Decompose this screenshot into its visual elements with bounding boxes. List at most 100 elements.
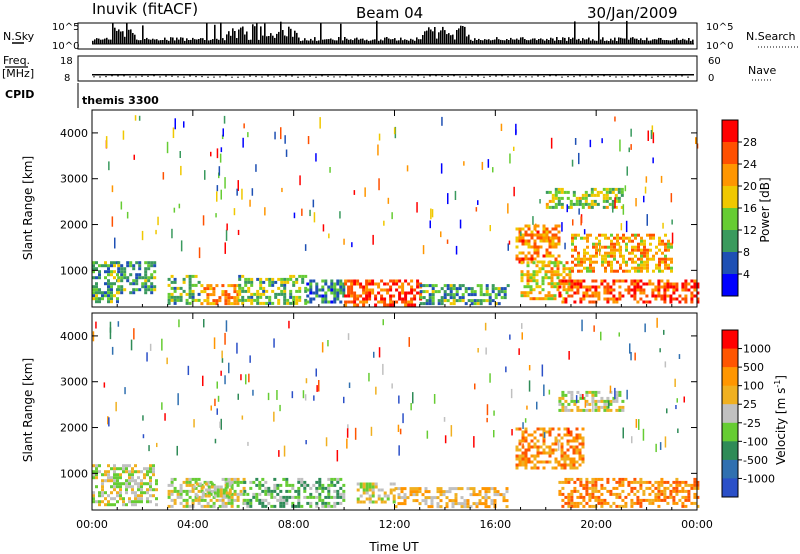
velocity-panel: 1000 2000 3000 4000 00:00 04:00 08:00 12:00 16:…	[21, 312, 788, 554]
velocity-colorbar-segment	[722, 422, 738, 442]
power-feature-5	[306, 279, 346, 304]
nsky-label: N.Sky	[3, 30, 35, 43]
power-colorbar-label: 28	[743, 136, 757, 149]
velocity-feature-4	[356, 482, 396, 504]
power-colorbar-label: 8	[743, 246, 750, 259]
velocity-feature-2	[192, 482, 232, 498]
power-colorbar-label: 12	[743, 224, 757, 237]
cpid-value: themis 3300	[82, 94, 159, 107]
velocity-cbar-label-end: ]	[774, 375, 788, 380]
velocity-colorbar-label: 1000	[743, 343, 771, 356]
power-colorbar-segment	[722, 274, 738, 297]
power-feature-11	[571, 233, 673, 273]
power-feature-7	[419, 284, 510, 306]
power-panel: 1000 2000 3000 4000 Slant Range [km] 4 8 12 16…	[21, 109, 772, 308]
nave-label: Nave	[748, 64, 776, 77]
beam-title: Beam 04	[356, 4, 423, 22]
power-colorbar-segment	[722, 186, 738, 209]
velocity-colorbar-segment	[722, 330, 738, 350]
nsearch-label: N.Search	[746, 30, 796, 43]
nsearch-tick-bottom: 10^0	[706, 41, 733, 52]
velocity-colorbar-segment	[722, 459, 738, 479]
power-ytick-label: 2000	[60, 219, 88, 232]
power-ytick-label: 4000	[60, 127, 88, 140]
freq-tick-top: 18	[60, 56, 73, 67]
nsky-tick-top: 10^5	[52, 22, 79, 33]
power-ytick-label: 3000	[60, 173, 88, 186]
time-tick-label: 20:00	[580, 518, 612, 531]
nave-tick-top: 60	[708, 56, 721, 67]
time-tick-label: 08:00	[278, 518, 310, 531]
time-axis-label: Time UT	[368, 540, 419, 554]
cpid-label: CPID	[5, 88, 34, 101]
freq-dots	[93, 75, 689, 78]
freq-tick-bottom: 8	[64, 73, 70, 84]
power-colorbar-segment	[722, 164, 738, 187]
freq-unit: [MHz]	[2, 67, 34, 80]
power-ylabel: Slant Range [km]	[21, 156, 35, 260]
velocity-ytick-label: 2000	[60, 422, 88, 435]
power-feature-8	[515, 224, 561, 264]
velocity-colorbar-label: -25	[743, 417, 761, 430]
time-tick-label: 00:00	[76, 518, 108, 531]
velocity-colorbar-label: 500	[743, 361, 764, 374]
nsearch-tick-top: 10^5	[706, 22, 733, 33]
power-colorbar-label: 20	[743, 180, 757, 193]
date-title: 30/Jan/2009	[587, 4, 678, 22]
freq-panel: Freq. [MHz] 18 8 Nave 60 0	[2, 54, 776, 84]
power-colorbar-segment	[722, 230, 738, 253]
power-colorbar-segment	[722, 120, 738, 143]
nsky-tick-bottom: 10^0	[52, 41, 79, 52]
velocity-colorbar-segment	[722, 348, 738, 368]
power-colorbar-segment	[722, 208, 738, 231]
power-feature-4	[238, 274, 308, 305]
velocity-colorbar-segment	[722, 441, 738, 461]
velocity-feature-5	[394, 487, 509, 509]
velocity-colorbar-segment	[722, 385, 738, 405]
velocity-feature-7	[558, 477, 700, 508]
time-tick-label: 16:00	[479, 518, 511, 531]
velocity-cbar-label-sup: -1	[773, 380, 782, 388]
time-tick-label: 00:00	[681, 518, 713, 531]
power-colorbar-label: 24	[743, 158, 757, 171]
velocity-colorbar-label: -1000	[743, 472, 775, 485]
power-feature-2	[167, 274, 201, 305]
power-feature-12	[545, 187, 624, 209]
velocity-ylabel: Slant Range [km]	[21, 358, 35, 462]
power-scatter-echoes	[105, 115, 699, 259]
velocity-colorbar-label: 25	[743, 398, 757, 411]
velocity-cbar-label: Velocity [m s-1]	[773, 375, 788, 465]
power-colorbar-segment	[722, 252, 738, 275]
nave-tick-bottom: 0	[708, 73, 714, 84]
power-colorbar-label: 16	[743, 202, 757, 215]
velocity-colorbar-segment	[722, 404, 738, 424]
nsky-panel: N.Sky 10^5 10^0 N.Search 10^5 10^0	[3, 20, 798, 52]
cpid-panel: CPID themis 3300	[5, 83, 159, 108]
power-feature-1	[117, 261, 157, 295]
power-cbar-label: Power [dB]	[758, 177, 772, 242]
velocity-cbar-label-main: Velocity [m s	[774, 388, 788, 465]
velocity-feature-6	[515, 427, 585, 470]
power-feature-0	[92, 261, 119, 304]
power-feature-9	[520, 261, 572, 301]
time-tick-label: 12:00	[379, 518, 411, 531]
power-feature-6	[344, 279, 423, 307]
velocity-scatter-echoes	[92, 317, 685, 462]
velocity-colorbar-label: 100	[743, 380, 764, 393]
velocity-colorbar-label: -500	[743, 454, 768, 467]
power-feature-3	[200, 284, 240, 306]
velocity-colorbar-segment	[722, 367, 738, 387]
power-colorbar-label: 4	[743, 268, 750, 281]
time-tick-label: 04:00	[177, 518, 209, 531]
station-title: Inuvik (fitACF)	[92, 0, 198, 18]
power-colorbar-segment	[722, 142, 738, 165]
velocity-colorbar-label: -100	[743, 435, 768, 448]
freq-label: Freq.	[3, 54, 30, 67]
velocity-ytick-label: 1000	[60, 467, 88, 480]
velocity-ytick-label: 4000	[60, 330, 88, 343]
power-ytick-label: 1000	[60, 264, 88, 277]
velocity-ytick-label: 3000	[60, 376, 88, 389]
velocity-feature-3	[243, 477, 346, 508]
nsky-noise-bars	[92, 20, 694, 44]
velocity-colorbar-segment	[722, 478, 738, 498]
